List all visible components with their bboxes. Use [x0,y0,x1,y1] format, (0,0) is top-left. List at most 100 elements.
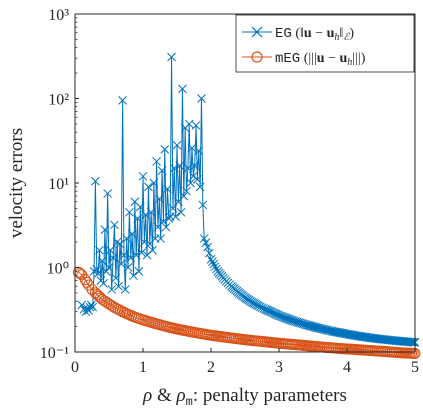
data-point [108,253,118,263]
data-point [191,121,201,130]
data-point [212,264,221,274]
data-point [168,204,178,213]
data-point [144,182,153,192]
x-tick-label: 0 [71,359,79,376]
data-point [209,259,219,269]
data-point [119,250,129,260]
data-point [126,253,136,263]
data-point [183,163,193,173]
data-point [77,300,87,310]
data-point [88,302,98,312]
data-point [193,175,202,184]
data-point [131,250,141,260]
data-point [194,146,204,156]
data-point [85,302,95,312]
data-point [148,245,157,255]
data-point [187,143,197,153]
data-point [172,140,182,150]
data-point [198,200,208,210]
y-axis-label: velocity errors [6,128,27,238]
data-point [118,96,127,105]
data-point [186,178,195,188]
data-point [86,300,96,310]
data-point [91,176,100,186]
data-point [133,214,142,223]
data-point [206,254,216,264]
y-tick-label: 10³ [48,7,69,24]
data-point [152,157,161,166]
data-point [93,269,103,278]
data-point [179,191,189,201]
data-point [100,225,110,235]
data-point [204,248,214,258]
data-point [159,217,168,226]
legend-meg-marker [251,51,263,63]
data-point [190,161,200,171]
data-point [112,237,122,247]
data-point [134,267,144,276]
data-point [171,212,180,221]
legend-box [235,14,415,73]
data-point [409,337,418,347]
data-point [141,210,151,220]
data-point [160,145,170,154]
data-point [259,304,269,313]
data-point [210,262,220,271]
y-tick-label: 10¹ [48,176,69,193]
y-tick-label: 10⁻¹ [40,345,69,362]
y-tick-label: 10² [48,92,69,109]
data-point [157,166,167,176]
y-tick-label: 10⁰ [47,261,69,278]
data-point [138,171,148,181]
legend-eg-label: EG (‖u − uh‖ℰ) [275,26,354,43]
data-point [95,245,104,255]
data-point [137,248,146,257]
x-tick-label: 2 [207,359,215,376]
data-point [406,337,416,347]
data-point [97,256,107,266]
data-point [161,222,171,232]
data-point [140,237,149,247]
data-point [197,94,206,103]
data-point [208,257,217,267]
data-point [146,207,156,217]
data-point [182,186,191,196]
x-tick-label: 4 [343,359,351,376]
data-point [116,259,126,269]
data-point [203,242,212,252]
data-point [81,276,93,288]
x-tick-label: 3 [275,359,283,376]
data-point [125,207,134,217]
data-point [110,220,119,230]
legend: EG (‖u − uh‖ℰ) mEG (|||u − uh|||) [235,14,415,73]
data-point [195,182,205,192]
data-point [123,263,133,272]
data-point [169,163,179,173]
data-point [82,303,92,313]
data-point [115,239,125,249]
data-point [175,161,185,171]
data-point [107,285,117,294]
data-point [120,285,130,294]
data-point [122,234,132,243]
data-point [114,281,123,291]
data-point [176,207,186,217]
data-point [167,52,176,62]
data-point [104,263,114,272]
data-point [111,273,121,283]
data-point [101,267,111,276]
data-point [184,119,194,129]
data-point [163,184,172,194]
legend-eg-marker [251,26,263,38]
data-point [135,202,145,212]
data-point [154,194,164,204]
data-point [106,245,115,255]
x-tick-label: 5 [411,359,419,376]
data-point [178,84,187,94]
data-point [156,234,166,243]
axis-ticks: 0 1 2 3 4 5 10⁻¹ 10⁰ 10¹ 10² 10³ [40,7,419,376]
series-eg [77,52,420,347]
data-point [99,278,108,288]
x-tick-label: 1 [139,359,147,376]
